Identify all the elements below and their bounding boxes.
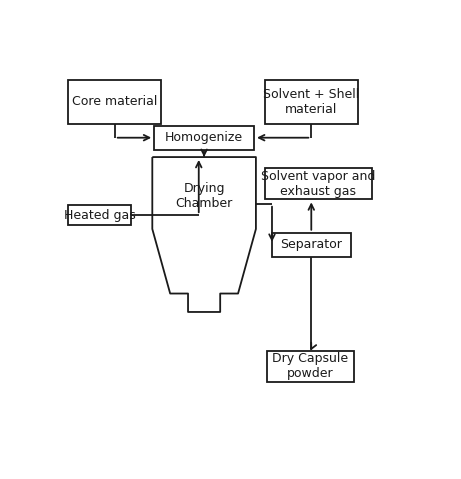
Bar: [266, 351, 354, 382]
Text: Homogenize: Homogenize: [165, 131, 243, 144]
Text: Core material: Core material: [72, 95, 158, 108]
Bar: [68, 80, 161, 124]
Text: Solvent vapor and
exhaust gas: Solvent vapor and exhaust gas: [261, 170, 376, 198]
Bar: [68, 205, 131, 225]
Text: Heated gas: Heated gas: [64, 209, 136, 222]
Bar: [265, 80, 358, 124]
Text: Solvent + Shell
material: Solvent + Shell material: [263, 88, 360, 116]
Text: Drying
Chamber: Drying Chamber: [176, 182, 233, 210]
Text: Separator: Separator: [280, 238, 342, 251]
Bar: [272, 233, 350, 257]
Text: Dry Capsule
powder: Dry Capsule powder: [272, 353, 349, 380]
Bar: [265, 168, 372, 199]
Bar: [154, 125, 254, 150]
